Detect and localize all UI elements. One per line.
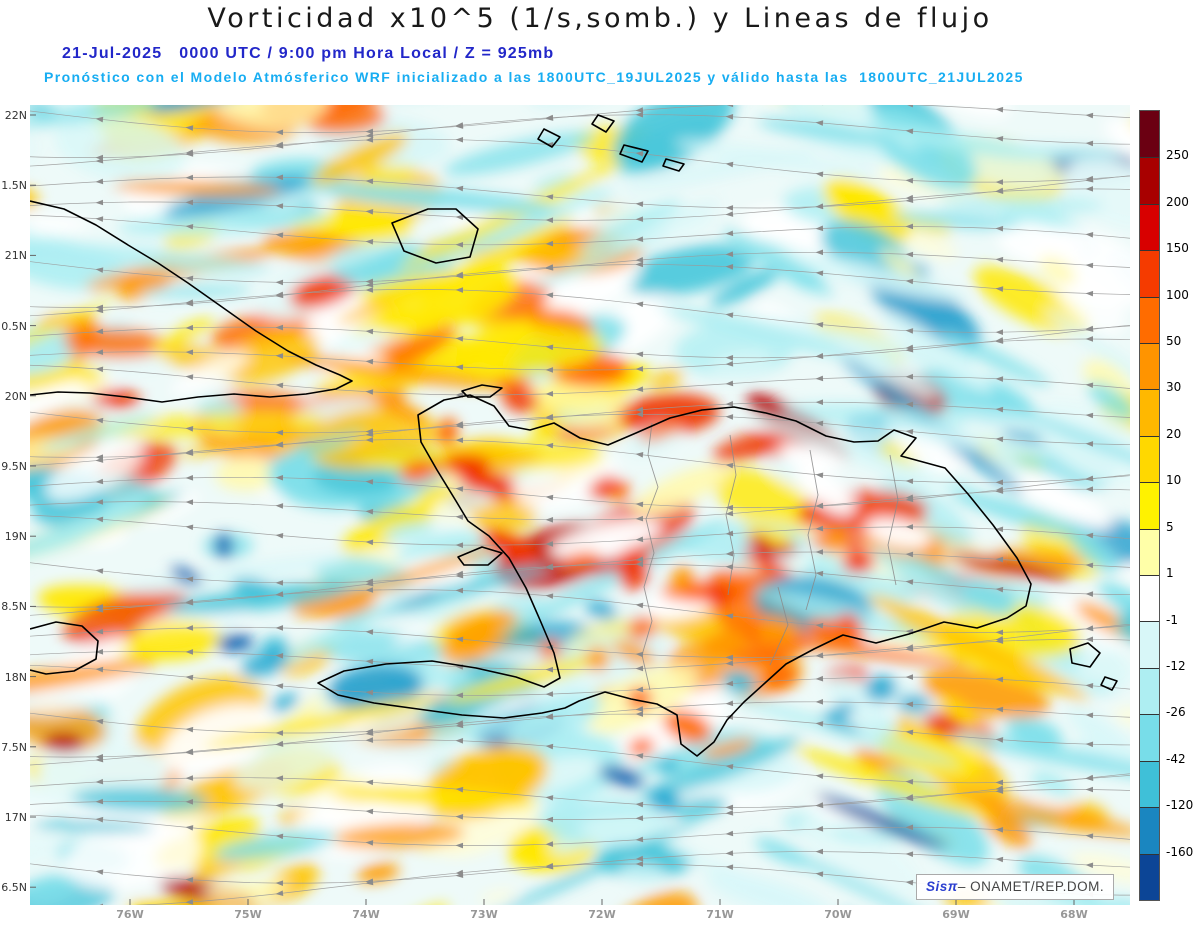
colorbar-label: 10 xyxy=(1166,473,1182,488)
political-borders xyxy=(641,422,899,691)
colorbar-segment xyxy=(1140,714,1159,761)
colorbar-label: -1 xyxy=(1166,612,1178,627)
colorbar-segment xyxy=(1140,621,1159,668)
colorbar-label: -160 xyxy=(1166,844,1194,859)
colorbar-label: 30 xyxy=(1166,380,1182,395)
colorbar-label: -26 xyxy=(1166,705,1186,720)
valid-time-subtitle: 21-Jul-2025 0000 UTC / 9:00 pm Hora Loca… xyxy=(62,45,555,62)
x-tick-label: 73W xyxy=(470,908,498,921)
x-tick-label: 75W xyxy=(234,908,262,921)
colorbar-label: 250 xyxy=(1166,148,1189,163)
colorbar-label: -42 xyxy=(1166,751,1186,766)
colorbar-segment xyxy=(1140,203,1159,251)
watermark-text: – ONAMET/REP.DOM. xyxy=(957,879,1105,894)
forecast-model-line: Pronóstico con el Modelo Atmósferico WRF… xyxy=(44,69,1024,85)
watermark-logo: Sisπ xyxy=(926,879,958,894)
watermark: Sisπ– ONAMET/REP.DOM. xyxy=(916,874,1115,900)
colorbar-label: -120 xyxy=(1166,798,1194,813)
y-tick-label: 17N xyxy=(4,811,27,824)
coastlines xyxy=(30,114,1118,757)
colorbar-label: 5 xyxy=(1166,519,1174,534)
x-tick-label: 69W xyxy=(942,908,970,921)
colorbar-segment xyxy=(1140,807,1159,854)
colorbar-segment xyxy=(1140,667,1159,715)
x-tick-label: 72W xyxy=(588,908,616,921)
streamlines xyxy=(30,105,1130,905)
y-tick-label: 7.5N xyxy=(1,740,27,754)
y-tick-label: 22N xyxy=(4,109,27,122)
map-canvas xyxy=(30,105,1130,905)
x-tick-label: 76W xyxy=(116,908,144,921)
y-tick-label: 6.5N xyxy=(1,881,27,895)
colorbar-segment xyxy=(1140,482,1159,529)
y-tick-label: 21N xyxy=(4,249,27,263)
colorbar-label: 100 xyxy=(1166,287,1189,302)
colorbar-segment xyxy=(1140,389,1159,436)
colorbar-segment xyxy=(1140,111,1159,158)
x-tick-label: 74W xyxy=(352,908,380,921)
colorbar-label: 200 xyxy=(1166,194,1189,209)
y-tick-label: 9.5N xyxy=(1,460,27,473)
colorbar-segment xyxy=(1140,575,1159,622)
colorbar-label: 1 xyxy=(1166,566,1174,581)
axis-ticks xyxy=(30,114,1075,905)
colorbar-segment xyxy=(1140,157,1159,204)
colorbar-segment xyxy=(1140,296,1159,344)
colorbar-label: 50 xyxy=(1166,334,1182,349)
colorbar-segment xyxy=(1140,435,1159,483)
x-tick-label: 70W xyxy=(824,908,852,921)
colorbar-segment xyxy=(1140,250,1159,297)
colorbar-segment xyxy=(1140,853,1159,900)
y-tick-label: 0.5N xyxy=(1,319,27,333)
x-tick-label: 68W xyxy=(1060,908,1088,921)
y-tick-label: 19N xyxy=(4,530,27,544)
vorticity-shading-field xyxy=(30,105,1130,905)
colorbar-segment xyxy=(1140,760,1159,808)
colorbar-segment xyxy=(1140,343,1159,390)
colorbar xyxy=(1139,110,1160,901)
x-tick-label: 71W xyxy=(706,908,734,921)
streamline-arrowheads xyxy=(95,105,1094,905)
page-title: Vorticidad x10^5 (1/s,somb.) y Lineas de… xyxy=(207,3,993,34)
colorbar-label: 150 xyxy=(1166,241,1189,256)
y-tick-label: 18N xyxy=(4,670,27,684)
colorbar-segment xyxy=(1140,528,1159,576)
colorbar-label: 20 xyxy=(1166,426,1182,441)
y-tick-label: 20N xyxy=(4,389,27,403)
y-tick-label: 1.5N xyxy=(1,179,27,193)
colorbar-label: -12 xyxy=(1166,658,1186,673)
y-tick-label: 8.5N xyxy=(1,600,27,614)
